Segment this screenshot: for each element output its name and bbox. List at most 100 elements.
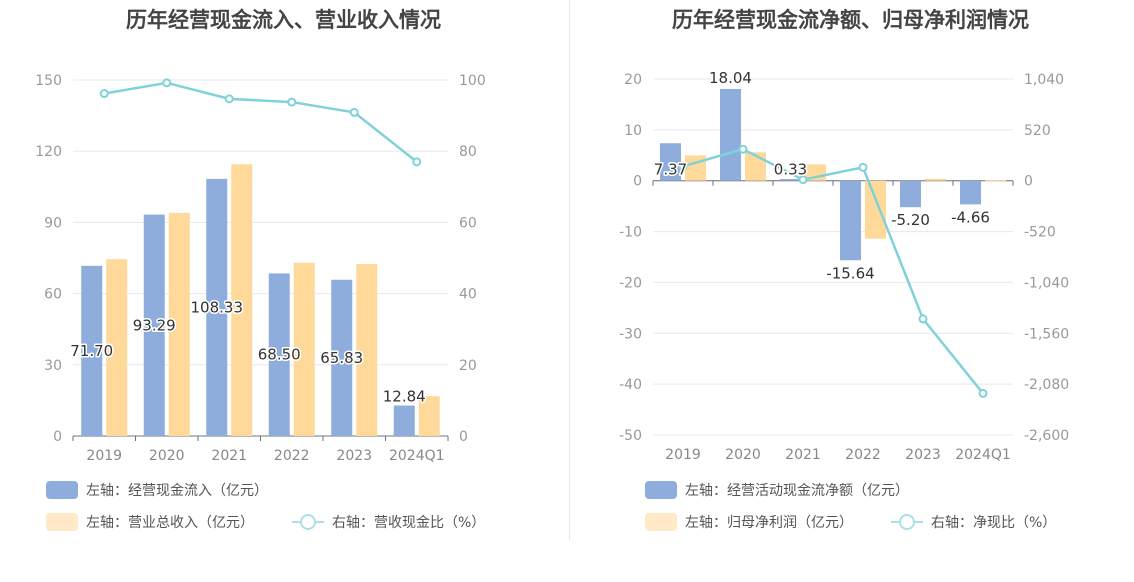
line-marker (224, 94, 234, 104)
data-label: 0.33 (774, 161, 807, 179)
x-tick-label: 2020 (149, 448, 185, 464)
bar-orange (293, 262, 315, 436)
x-tick-label: 2022 (274, 448, 310, 464)
legend-label: 左轴：营业总收入（亿元） (86, 515, 254, 531)
y-tick-label-left: 0 (633, 174, 642, 190)
y-tick-label-left: 10 (624, 123, 642, 139)
bar-blue (81, 265, 103, 436)
bar-blue (143, 214, 165, 436)
y-tick-label-right: 520 (1024, 123, 1051, 139)
y-tick-label-right: 40 (459, 287, 477, 303)
data-label: 7.37 (654, 161, 687, 179)
line-marker (678, 161, 688, 171)
y-tick-label-left: -20 (619, 275, 642, 291)
chart-title: 历年经营现金流净额、归母净利润情况 (672, 8, 1029, 32)
data-label: 65.83 (320, 349, 363, 367)
legend-label: 左轴：经营现金流入（亿元） (86, 483, 268, 499)
data-label: 68.50 (258, 346, 301, 364)
line-marker (162, 78, 172, 88)
legend-swatch-blue (645, 481, 677, 499)
ratio-line (682, 147, 984, 395)
bar-orange (106, 259, 128, 436)
data-label: -15.64 (826, 264, 874, 282)
bar-orange (418, 396, 440, 436)
data-label: 93.29 (133, 316, 176, 334)
line-marker (918, 314, 928, 324)
x-tick-label: 2019 (86, 448, 122, 464)
legend-swatch-orange (645, 513, 677, 531)
y-tick-label-left: -30 (619, 326, 642, 342)
legend-item-revenue[interactable]: 左轴：营业总收入（亿元） (46, 512, 254, 532)
y-tick-label-right: 1,040 (1024, 72, 1064, 88)
legend-item-net-profit[interactable]: 左轴：归母净利润（亿元） (645, 512, 853, 532)
bar-blue (268, 273, 290, 436)
chart-title: 历年经营现金流入、营业收入情况 (126, 8, 441, 32)
x-tick-label: 2020 (725, 447, 761, 463)
y-tick-label-right: 100 (459, 73, 486, 89)
legend-label: 右轴：营收现金比（%） (332, 515, 486, 531)
x-tick-label: 2022 (845, 447, 881, 463)
y-tick-label-right: 0 (459, 429, 468, 445)
y-tick-label-left: -50 (619, 428, 642, 444)
x-tick-label: 2023 (336, 448, 372, 464)
x-tick-label: 2023 (905, 447, 941, 463)
panel-divider (569, 0, 570, 540)
y-tick-label-left: -10 (619, 225, 642, 241)
chart-plot: -50 -40 -30 -20 -10 0 10 20 -2,600 -2,080 -1,560 -1… (619, 67, 1069, 463)
bar-orange (865, 180, 886, 239)
bar-blue (840, 180, 861, 261)
x-tick-label: 2024Q1 (389, 448, 445, 464)
y-tick-label-right: 0 (1024, 174, 1033, 190)
legend-line-marker-icon (292, 513, 324, 531)
bar-orange (925, 178, 946, 181)
legend-label: 右轴：净现比（%） (931, 515, 1057, 531)
y-tick-label-left: 30 (44, 358, 62, 374)
data-label: 71.70 (70, 342, 113, 360)
bar-blue (960, 180, 981, 205)
y-tick-label-left: 60 (44, 287, 62, 303)
legend-item-ratio[interactable]: 右轴：净现比（%） (891, 512, 1056, 532)
y-tick-label-right: 60 (459, 215, 477, 231)
legend-line-marker-icon (891, 513, 923, 531)
y-tick-label-right: -2,080 (1024, 377, 1069, 393)
bar-blue (331, 279, 353, 436)
ratio-line (104, 81, 418, 163)
x-tick-label: 2024Q1 (955, 447, 1011, 463)
line-marker (858, 162, 868, 172)
data-label: 18.04 (709, 69, 752, 87)
bar-blue (900, 180, 921, 208)
y-tick-label-right: 20 (459, 358, 477, 374)
legend-item-cash-inflow[interactable]: 左轴：经营现金流入（亿元） (46, 480, 268, 500)
line-marker (349, 107, 359, 117)
line-marker (978, 388, 988, 398)
bar-blue (660, 143, 681, 181)
y-tick-label-right: -1,040 (1024, 275, 1069, 291)
y-tick-label-left: 0 (53, 429, 62, 445)
y-tick-label-right: -2,600 (1024, 428, 1069, 444)
chart-panel-cash-inflow: 历年经营现金流入、营业收入情况 0 30 60 90 120 150 0 20 40 60 80 10… (35, 8, 486, 532)
legend-item-net-cash[interactable]: 左轴：经营活动现金流净额（亿元） (645, 480, 909, 500)
y-tick-label-left: -40 (619, 377, 642, 393)
x-tick-label: 2019 (665, 447, 701, 463)
bar-orange (231, 164, 253, 436)
y-tick-label-right: -1,560 (1024, 326, 1069, 342)
bar-blue (720, 88, 741, 181)
bar-orange (985, 180, 1006, 182)
bar-blue (393, 405, 415, 436)
data-label: -5.20 (891, 211, 930, 229)
y-tick-label-left: 150 (35, 73, 62, 89)
line-marker (798, 175, 808, 185)
chart-plot: 0 30 60 90 120 150 0 20 40 60 80 100 2019 2020 2021 202… (35, 73, 486, 464)
x-tick-label: 2021 (211, 448, 247, 464)
line-marker (287, 97, 297, 107)
x-tick-label: 2021 (785, 447, 821, 463)
y-tick-label-left: 120 (35, 144, 62, 160)
legend-item-ratio[interactable]: 右轴：营收现金比（%） (292, 512, 485, 532)
legend-label: 左轴：归母净利润（亿元） (685, 515, 853, 531)
legend-swatch-blue (46, 481, 78, 499)
line-marker (412, 157, 422, 167)
line-marker (99, 89, 109, 99)
bar-orange (168, 212, 190, 436)
y-tick-label-right: -520 (1024, 225, 1056, 241)
y-tick-label-left: 20 (624, 72, 642, 88)
